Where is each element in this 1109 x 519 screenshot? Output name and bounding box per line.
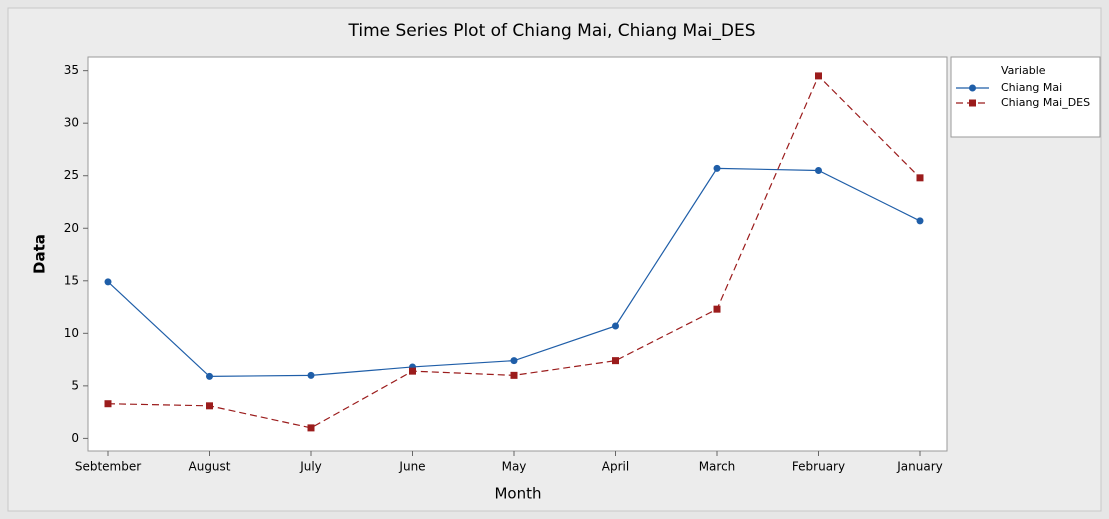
data-point [612,322,619,330]
y-tick-label: 15 [64,273,79,287]
data-point [510,371,518,379]
data-point [916,174,924,182]
y-tick-label: 20 [64,221,79,235]
y-axis-label: Data [31,234,49,274]
x-tick-label: June [398,460,425,474]
data-point [510,357,518,365]
legend-marker [969,84,976,92]
data-point [206,402,213,410]
legend-marker [969,99,976,107]
data-point [104,278,112,286]
y-tick-label: 10 [64,326,79,340]
data-point [206,372,213,380]
x-tick-label: July [299,460,322,474]
plot-area [87,56,948,452]
x-tick-label: January [896,460,943,474]
y-tick-label: 30 [64,116,79,130]
data-point [815,72,822,80]
x-tick-label: May [502,460,527,474]
x-tick-label: August [189,460,231,474]
x-tick-label: Sebtember [75,460,141,474]
x-tick-label: April [602,460,629,474]
data-point [104,400,112,408]
y-tick-label: 35 [64,63,79,77]
data-point [307,371,315,379]
legend-label: Chiang Mai [1001,81,1062,94]
chart-title: Time Series Plot of Chiang Mai, Chiang M… [348,21,756,41]
x-tick-label: February [792,460,845,474]
data-point [409,367,416,375]
x-tick-label: March [699,460,736,474]
data-point [307,424,315,432]
x-axis-label: Month [494,485,541,503]
legend-label: Chiang Mai_DES [1001,96,1090,109]
data-point [815,166,822,174]
legend-title: Variable [1001,64,1046,77]
data-point [713,305,721,313]
legend-box [950,56,1101,138]
data-point [916,217,924,225]
y-tick-label: 25 [64,168,79,182]
y-tick-label: 0 [71,431,79,445]
data-point [612,357,619,365]
y-tick-label: 5 [71,378,79,392]
data-point [713,164,721,172]
